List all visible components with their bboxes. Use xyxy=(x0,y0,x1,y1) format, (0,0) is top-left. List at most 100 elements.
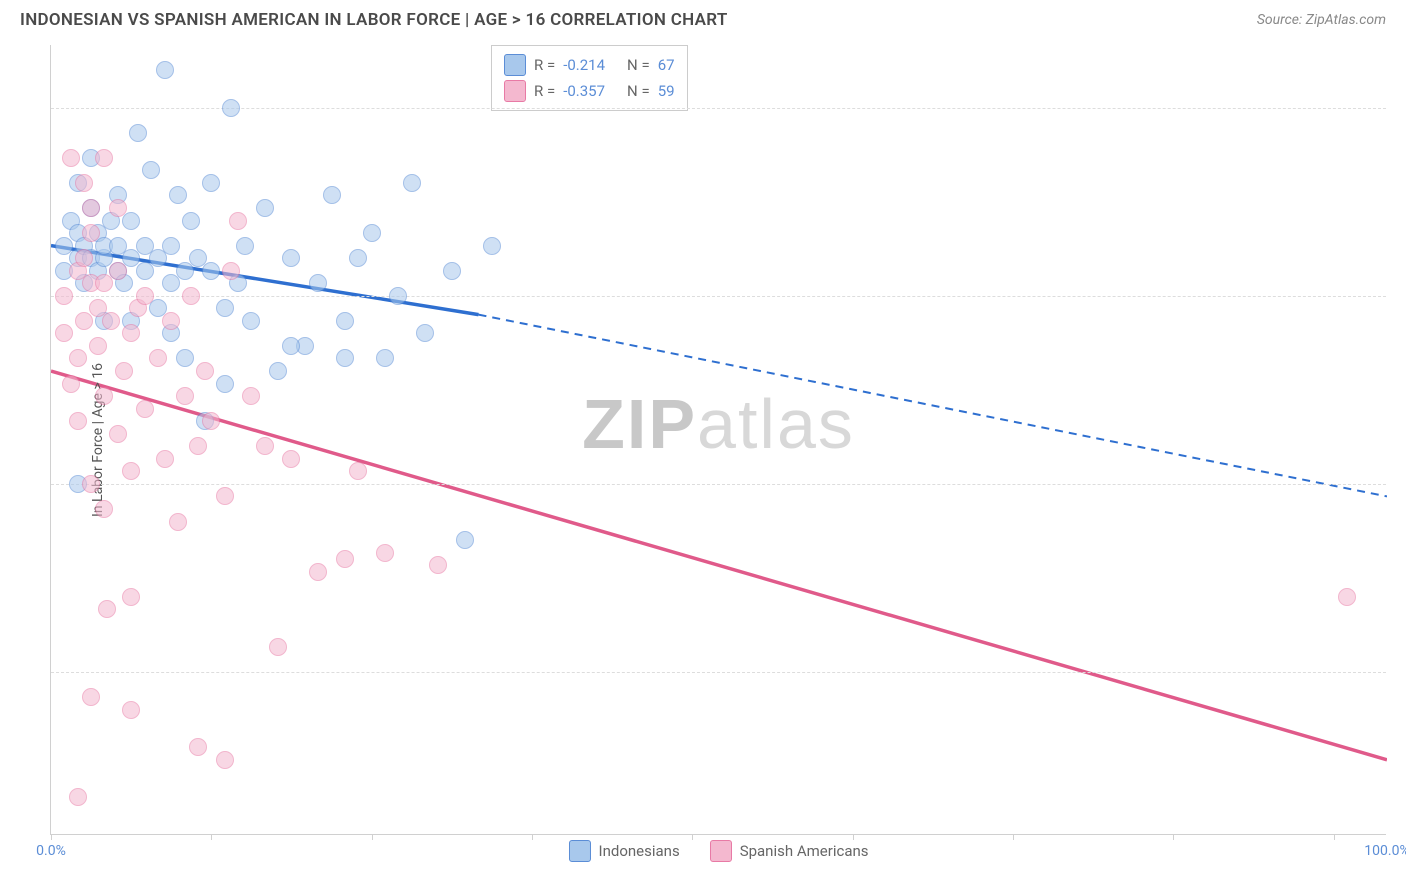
source-label: Source: ZipAtlas.com xyxy=(1257,12,1386,28)
data-point xyxy=(363,224,381,242)
data-point xyxy=(282,249,300,267)
data-point xyxy=(122,462,140,480)
data-point xyxy=(109,199,127,217)
data-point xyxy=(169,186,187,204)
gridline xyxy=(51,296,1386,297)
gridline xyxy=(51,484,1386,485)
data-point xyxy=(336,312,354,330)
x-tick xyxy=(692,834,693,840)
data-point xyxy=(309,274,327,292)
data-point xyxy=(403,174,421,192)
legend-row: R = -0.357 N = 59 xyxy=(504,78,675,104)
data-point xyxy=(69,349,87,367)
data-point xyxy=(89,337,107,355)
legend-n-value: 67 xyxy=(658,56,675,74)
data-point xyxy=(216,299,234,317)
legend-n-label: N = xyxy=(627,56,650,74)
x-tick xyxy=(1173,834,1174,840)
data-point xyxy=(282,450,300,468)
data-point xyxy=(95,500,113,518)
data-point xyxy=(216,487,234,505)
swatch-icon xyxy=(568,840,590,862)
data-point xyxy=(69,412,87,430)
data-point xyxy=(109,425,127,443)
data-point xyxy=(95,387,113,405)
data-point xyxy=(389,287,407,305)
data-point xyxy=(82,688,100,706)
data-point xyxy=(202,412,220,430)
data-point xyxy=(189,738,207,756)
data-point xyxy=(349,249,367,267)
data-point xyxy=(269,638,287,656)
data-point xyxy=(75,174,93,192)
data-point xyxy=(156,61,174,79)
x-tick xyxy=(853,834,854,840)
legend-r-label: R = xyxy=(534,56,555,74)
data-point xyxy=(176,349,194,367)
data-point xyxy=(229,212,247,230)
y-tick-label: 35.0% xyxy=(1391,664,1406,680)
series-legend: Indonesians Spanish Americans xyxy=(568,840,868,862)
data-point xyxy=(142,161,160,179)
legend-row: R = -0.214N = 67 xyxy=(504,52,675,78)
swatch-icon xyxy=(504,54,526,76)
gridline xyxy=(51,108,1386,109)
x-tick xyxy=(1013,834,1014,840)
data-point xyxy=(256,437,274,455)
data-point xyxy=(376,349,394,367)
data-point xyxy=(443,262,461,280)
swatch-icon xyxy=(504,80,526,102)
stats-legend: R = -0.214N = 67R = -0.357N = 59 xyxy=(491,45,688,111)
data-point xyxy=(189,437,207,455)
data-point xyxy=(182,287,200,305)
swatch-icon xyxy=(710,840,732,862)
y-axis-label: In Labor Force | Age > 16 xyxy=(90,363,106,517)
data-point xyxy=(115,362,133,380)
data-point xyxy=(269,362,287,380)
data-point xyxy=(196,362,214,380)
data-point xyxy=(62,149,80,167)
data-point xyxy=(429,556,447,574)
gridline xyxy=(51,672,1386,673)
data-point xyxy=(242,387,260,405)
data-point xyxy=(216,375,234,393)
data-point xyxy=(256,199,274,217)
data-point xyxy=(242,312,260,330)
x-tick xyxy=(1334,834,1335,840)
watermark: ZIPatlas xyxy=(582,384,855,464)
data-point xyxy=(376,544,394,562)
data-point xyxy=(416,324,434,342)
data-point xyxy=(176,387,194,405)
data-point xyxy=(62,375,80,393)
legend-n-label: N = xyxy=(627,82,650,100)
data-point xyxy=(156,450,174,468)
legend-series-label: Spanish Americans xyxy=(740,842,869,860)
plot-region: ZIPatlas R = -0.214N = 67R = -0.357N = 5… xyxy=(50,45,1386,835)
legend-item: Indonesians xyxy=(568,840,679,862)
y-tick-label: 80.0% xyxy=(1391,100,1406,116)
data-point xyxy=(109,262,127,280)
data-point xyxy=(95,149,113,167)
data-point xyxy=(55,287,73,305)
data-point xyxy=(82,199,100,217)
data-point xyxy=(82,224,100,242)
data-point xyxy=(1338,588,1356,606)
x-tick-label: 100.0% xyxy=(1364,843,1406,859)
x-tick xyxy=(211,834,212,840)
data-point xyxy=(162,312,180,330)
data-point xyxy=(69,788,87,806)
data-point xyxy=(98,600,116,618)
data-point xyxy=(169,513,187,531)
data-point xyxy=(182,212,200,230)
legend-n-value: 59 xyxy=(658,82,675,100)
data-point xyxy=(82,475,100,493)
legend-r-label: R = xyxy=(534,82,555,100)
data-point xyxy=(222,262,240,280)
legend-r-value: -0.357 xyxy=(563,82,605,100)
data-point xyxy=(129,124,147,142)
data-point xyxy=(309,563,327,581)
chart-area: ZIPatlas R = -0.214N = 67R = -0.357N = 5… xyxy=(50,45,1386,835)
x-tick xyxy=(51,834,52,840)
data-point xyxy=(122,701,140,719)
legend-item: Spanish Americans xyxy=(710,840,869,862)
